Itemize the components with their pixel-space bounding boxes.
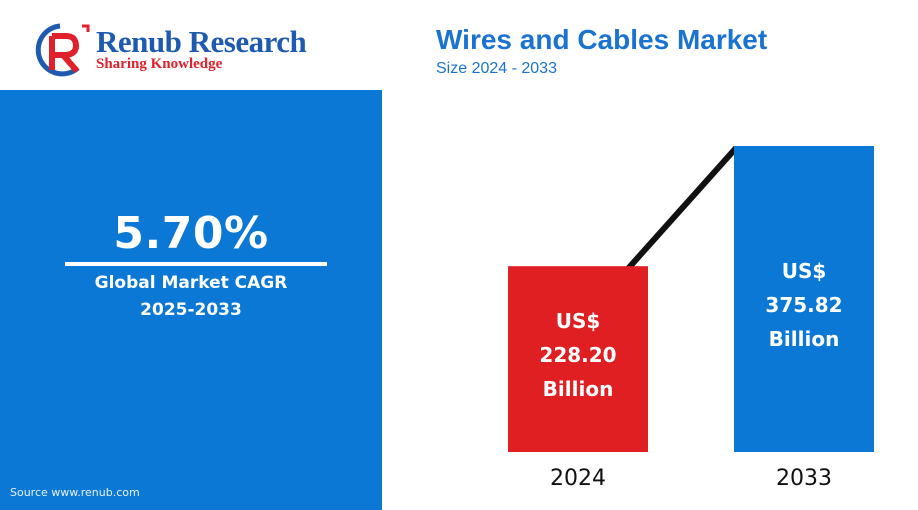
data-label-line: US$ bbox=[781, 259, 827, 283]
cagr-label-line1: Global Market CAGR bbox=[94, 273, 288, 293]
source-note: Source www.renub.com bbox=[10, 486, 140, 499]
cagr-divider bbox=[65, 262, 327, 266]
cagr-label-line2: 2025-2033 bbox=[140, 300, 242, 320]
chart-title: Wires and Cables Market bbox=[436, 24, 768, 55]
trend-line bbox=[626, 145, 739, 271]
brand-logo: Renub Research Sharing Knowledge bbox=[30, 22, 320, 78]
brand-tagline: Sharing Knowledge bbox=[96, 56, 223, 72]
cagr-label: Global Market CAGR 2025-2033 bbox=[0, 270, 382, 324]
brand-name: Renub Research bbox=[96, 24, 307, 59]
data-label-line: Billion bbox=[768, 327, 840, 351]
renub-r-logo-icon bbox=[35, 23, 90, 77]
data-label-2033: US$ 375.82 Billion bbox=[734, 254, 874, 356]
data-label-2024: US$ 228.20 Billion bbox=[508, 304, 648, 406]
cagr-value: 5.70% bbox=[113, 208, 269, 259]
category-label-2024: 2024 bbox=[550, 466, 606, 491]
cagr-panel: 5.70% Global Market CAGR 2025-2033 Sourc… bbox=[0, 90, 382, 510]
bar-2033 bbox=[734, 146, 874, 452]
chart-subtitle: Size 2024 - 2033 bbox=[436, 60, 557, 77]
data-label-line: 375.82 bbox=[765, 293, 843, 317]
data-label-line: Billion bbox=[542, 377, 614, 402]
data-label-line: US$ bbox=[555, 309, 601, 334]
category-label-2033: 2033 bbox=[776, 466, 832, 491]
bar-2024 bbox=[508, 266, 648, 452]
data-label-line: 228.20 bbox=[539, 343, 617, 368]
